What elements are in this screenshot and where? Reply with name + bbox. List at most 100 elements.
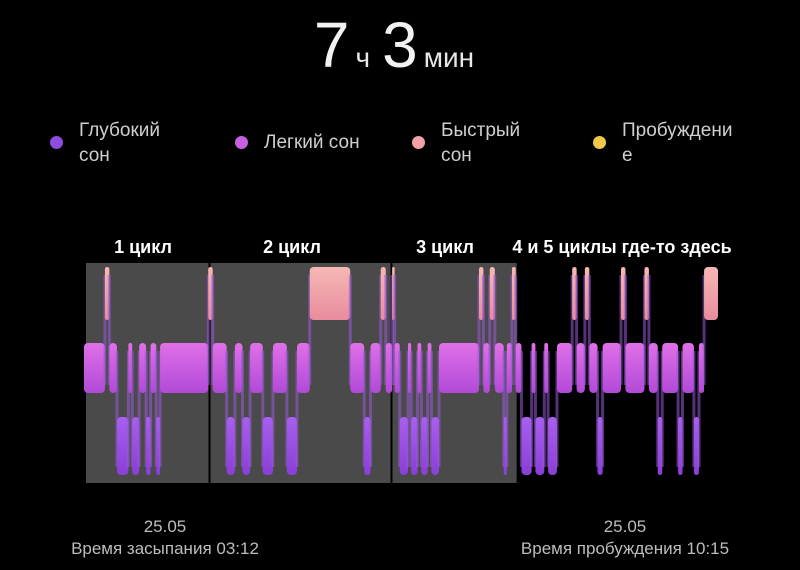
legend: Глубокий сон Легкий сон Быстрый сон Проб… — [50, 118, 770, 178]
dot-icon — [50, 136, 63, 149]
sleep-stage-deep — [242, 417, 251, 475]
sleep-stage-light — [139, 343, 147, 393]
stage-transition — [271, 351, 275, 467]
stage-transition — [546, 351, 550, 467]
stage-transition — [384, 275, 388, 385]
sleep-stage-light — [602, 343, 621, 393]
stage-transition — [393, 275, 397, 385]
hours-value: 7 — [313, 9, 350, 81]
stage-transition — [103, 275, 107, 385]
sleep-stage-light — [662, 343, 679, 393]
stage-transition — [225, 351, 229, 467]
stage-transition — [570, 275, 574, 385]
sleep-stage-light — [234, 343, 243, 393]
stage-transition — [426, 351, 430, 467]
sleep-stage-light — [589, 343, 598, 393]
stage-transition — [642, 275, 646, 385]
sleep-start: 25.05 Время засыпания 03:12 — [40, 516, 290, 560]
sleep-stage-light — [297, 343, 310, 393]
stage-transition — [542, 351, 546, 467]
stage-transition — [295, 351, 299, 467]
legend-label: Легкий сон — [264, 132, 360, 153]
stage-transition — [115, 351, 119, 467]
legend-item-rem: Быстрый сон — [412, 118, 520, 168]
stage-transition — [261, 351, 265, 467]
stage-transition — [692, 351, 696, 467]
dot-icon — [593, 136, 606, 149]
stage-transition — [477, 275, 481, 385]
stage-transition — [619, 275, 623, 385]
hours-unit: ч — [355, 42, 371, 73]
sleep-start-label: Время засыпания 03:12 — [71, 539, 259, 558]
stage-transition — [702, 275, 706, 385]
stage-transition — [362, 351, 366, 467]
wake-date: 25.05 — [603, 517, 647, 536]
dot-icon — [412, 136, 425, 149]
minutes-unit: мин — [423, 42, 475, 73]
stage-transition — [409, 351, 413, 467]
sleep-stage-light — [350, 343, 365, 393]
stage-transition — [398, 351, 402, 467]
sleep-stage-light — [494, 343, 504, 393]
sleep-stage-light — [483, 343, 490, 393]
legend-item-awake: Пробуждени е — [593, 118, 732, 168]
sleep-stage-light — [576, 343, 585, 393]
sleep-stage-light — [556, 343, 573, 393]
stage-transition — [406, 351, 410, 467]
stage-transition — [429, 351, 433, 467]
sleep-stage-rem — [309, 267, 351, 320]
stage-transition — [390, 275, 394, 385]
stage-transition — [697, 351, 701, 467]
stage-transition — [493, 275, 497, 385]
stage-transition — [126, 351, 130, 467]
legend-label: Быстрый сон — [441, 120, 521, 166]
sleep-stage-light — [370, 343, 381, 393]
stage-transition — [676, 351, 680, 467]
sleep-stage-deep — [431, 417, 440, 475]
stage-transition — [530, 351, 534, 467]
stage-transition — [587, 275, 591, 385]
sleep-stage-deep — [364, 417, 371, 475]
sleep-stage-deep — [521, 417, 532, 475]
stage-transition — [555, 351, 559, 467]
sleep-stage-light — [625, 343, 645, 393]
stage-transition — [680, 351, 684, 467]
legend-label: Глубокий сон — [79, 120, 161, 166]
stage-transition — [379, 275, 383, 385]
stage-transition — [241, 351, 244, 467]
stage-transition — [149, 351, 153, 467]
cycle-label: 1 цикл — [114, 237, 172, 257]
stage-transition — [656, 351, 660, 467]
stage-transition — [285, 351, 289, 467]
sleep-stage-deep — [132, 417, 140, 475]
stage-transition — [596, 351, 600, 467]
stage-transition — [502, 351, 506, 467]
cycle-label: 4 и 5 циклы где-то здесь — [512, 237, 731, 257]
stage-transition — [130, 351, 134, 467]
sleep-stage-light — [272, 343, 287, 393]
stage-transition — [533, 351, 537, 467]
stage-transition — [583, 275, 587, 385]
stage-transition — [137, 351, 141, 467]
total-sleep-duration: 7 ч 3 мин — [0, 8, 800, 82]
cycle-label: 3 цикл — [416, 237, 474, 257]
sleep-stage-light — [385, 343, 393, 393]
sleep-stage-light — [648, 343, 658, 393]
sleep-hypnogram-chart: 1 цикл 2 цикл 3 цикл 4 и 5 циклы где-то зде… — [84, 237, 732, 483]
sleep-stage-deep — [548, 417, 557, 475]
stage-transition — [158, 351, 162, 467]
stage-transition — [510, 275, 514, 385]
stage-transition — [107, 275, 111, 385]
legend-item-light: Легкий сон — [235, 118, 360, 155]
stage-transition — [248, 351, 252, 467]
stage-transition — [660, 351, 664, 467]
stage-transition — [519, 351, 523, 467]
sleep-stage-light — [109, 343, 117, 393]
stage-transition — [505, 351, 509, 467]
stage-transition — [623, 275, 627, 385]
sleep-stage-light — [682, 343, 694, 393]
stage-transition — [308, 275, 312, 385]
sleep-stage-light — [439, 343, 479, 393]
stage-transition — [369, 351, 373, 467]
sleep-stage-deep — [535, 417, 545, 475]
